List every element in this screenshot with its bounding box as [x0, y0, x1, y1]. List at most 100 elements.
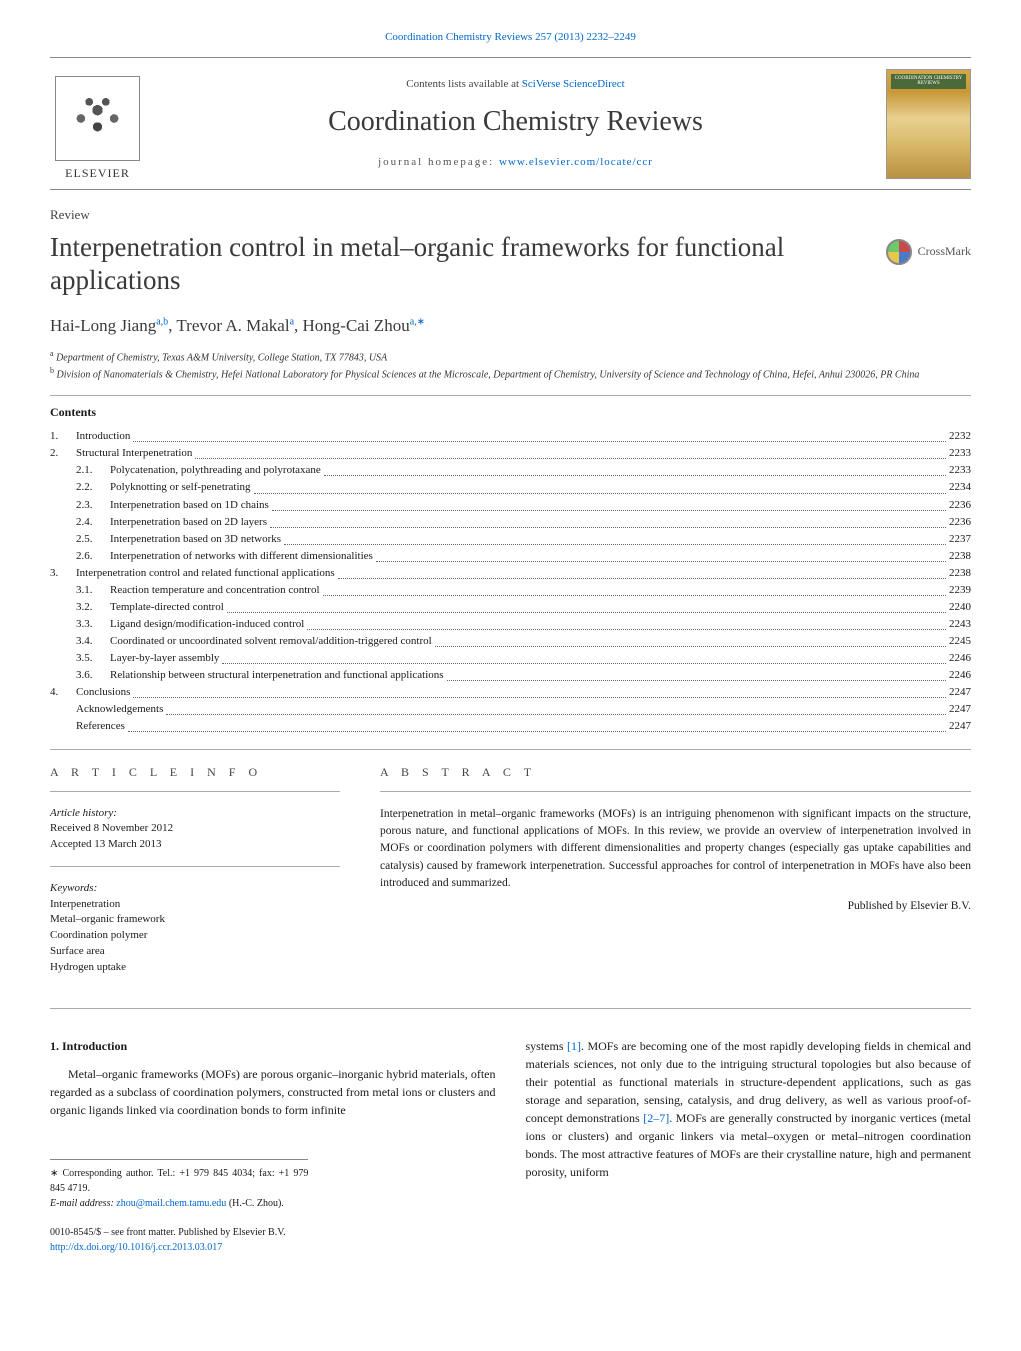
crossmark-badge[interactable]: CrossMark — [886, 239, 971, 265]
corresponding-email-link[interactable]: zhou@mail.chem.tamu.edu — [116, 1198, 226, 1209]
toc-leader-dots — [270, 514, 946, 528]
keyword-item: Surface area — [50, 944, 340, 960]
doi-link[interactable]: http://dx.doi.org/10.1016/j.ccr.2013.03.… — [50, 1242, 222, 1253]
ref-link-2-7[interactable]: [2–7] — [643, 1111, 669, 1125]
journal-homepage-link[interactable]: www.elsevier.com/locate/ccr — [499, 156, 653, 168]
toc-page: 2246 — [949, 667, 971, 684]
keyword-item: Coordination polymer — [50, 928, 340, 944]
toc-page: 2240 — [949, 599, 971, 616]
abstract-text: Interpenetration in metal–organic framew… — [380, 806, 971, 892]
toc-page: 2238 — [949, 548, 971, 565]
toc-leader-dots — [338, 565, 946, 579]
toc-title: Polycatenation, polythreading and polyro… — [110, 462, 321, 479]
toc-number: 3.5. — [76, 650, 110, 667]
toc-entry[interactable]: 2.1.Polycatenation, polythreading and po… — [50, 462, 971, 479]
journal-cover-thumbnail[interactable] — [886, 69, 971, 179]
body-right-1: systems — [526, 1039, 567, 1053]
toc-entry[interactable]: 3.2.Template-directed control2240 — [50, 599, 971, 616]
affiliation-b: Division of Nanomaterials & Chemistry, H… — [57, 370, 920, 381]
toc-page: 2234 — [949, 479, 971, 496]
toc-title: Coordinated or uncoordinated solvent rem… — [110, 633, 432, 650]
citation-link[interactable]: Coordination Chemistry Reviews 257 (2013… — [385, 31, 636, 43]
toc-title: Layer-by-layer assembly — [110, 650, 219, 667]
toc-title: Reaction temperature and concentration c… — [110, 582, 320, 599]
toc-page: 2247 — [949, 684, 971, 701]
abstract-divider — [380, 791, 971, 792]
masthead: ELSEVIER Contents lists available at Sci… — [50, 57, 971, 190]
toc-title: Structural Interpenetration — [76, 445, 192, 462]
toc-entry[interactable]: 2.3.Interpenetration based on 1D chains2… — [50, 497, 971, 514]
toc-number: 3.3. — [76, 616, 110, 633]
toc-entry[interactable]: 4.Conclusions2247 — [50, 684, 971, 701]
keywords-label: Keywords: — [50, 881, 340, 896]
journal-title: Coordination Chemistry Reviews — [145, 102, 886, 141]
toc-page: 2247 — [949, 701, 971, 718]
toc-page: 2233 — [949, 445, 971, 462]
crossmark-label: CrossMark — [918, 243, 971, 260]
article-type-label: Review — [50, 206, 971, 224]
corresponding-star: ∗ — [417, 316, 425, 327]
sciencedirect-link[interactable]: SciVerse ScienceDirect — [522, 78, 625, 90]
toc-number: 3. — [50, 565, 76, 582]
affiliation-a: Department of Chemistry, Texas A&M Unive… — [56, 352, 387, 363]
toc-title: Interpenetration based on 3D networks — [110, 531, 281, 548]
toc-title: References — [76, 718, 125, 735]
toc-entry[interactable]: 3.6.Relationship between structural inte… — [50, 667, 971, 684]
toc-entry[interactable]: 2.Structural Interpenetration2233 — [50, 445, 971, 462]
toc-entry[interactable]: Acknowledgements 2247 — [50, 701, 971, 718]
copyright-block: 0010-8545/$ – see front matter. Publishe… — [50, 1225, 496, 1255]
toc-leader-dots — [227, 599, 946, 613]
homepage-prefix: journal homepage: — [378, 156, 499, 168]
toc-entry[interactable]: 3.4.Coordinated or uncoordinated solvent… — [50, 633, 971, 650]
toc-entry[interactable]: 2.4.Interpenetration based on 2D layers2… — [50, 514, 971, 531]
toc-number: 2.1. — [76, 462, 110, 479]
toc-leader-dots — [166, 701, 946, 715]
publisher-logo[interactable]: ELSEVIER — [50, 66, 145, 181]
toc-page: 2233 — [949, 462, 971, 479]
author-list: Hai-Long Jianga,b, Trevor A. Makala, Hon… — [50, 314, 971, 338]
toc-title: Introduction — [76, 428, 130, 445]
issn-line: 0010-8545/$ – see front matter. Publishe… — [50, 1225, 496, 1240]
keyword-item: Metal–organic framework — [50, 912, 340, 928]
divider-rule — [50, 749, 971, 750]
contents-prefix: Contents lists available at — [406, 78, 521, 90]
keywords-divider — [50, 866, 340, 867]
body-divider — [50, 1008, 971, 1009]
toc-entry[interactable]: 3.3.Ligand design/modification-induced c… — [50, 616, 971, 633]
toc-title: Interpenetration control and related fun… — [76, 565, 335, 582]
toc-number: 2.6. — [76, 548, 110, 565]
toc-leader-dots — [376, 548, 946, 562]
toc-number: 4. — [50, 684, 76, 701]
toc-number: 3.2. — [76, 599, 110, 616]
toc-entry[interactable]: 3.Interpenetration control and related f… — [50, 565, 971, 582]
abstract-heading: A B S T R A C T — [380, 764, 971, 781]
toc-number: 3.1. — [76, 582, 110, 599]
toc-entry[interactable]: 2.6.Interpenetration of networks with di… — [50, 548, 971, 565]
toc-page: 2238 — [949, 565, 971, 582]
toc-entry[interactable]: 3.5.Layer-by-layer assembly2246 — [50, 650, 971, 667]
publisher-line: Published by Elsevier B.V. — [380, 898, 971, 914]
toc-entry[interactable]: 3.1.Reaction temperature and concentrati… — [50, 582, 971, 599]
toc-title: Acknowledgements — [76, 701, 163, 718]
toc-entry[interactable]: References2247 — [50, 718, 971, 735]
toc-number: 3.6. — [76, 667, 110, 684]
footnote-star: ∗ — [50, 1168, 58, 1179]
toc-title: Interpenetration based on 2D layers — [110, 514, 267, 531]
toc-leader-dots — [272, 497, 946, 511]
toc-entry[interactable]: 2.2.Polyknotting or self-penetrating2234 — [50, 479, 971, 496]
ref-link-1[interactable]: [1] — [567, 1039, 581, 1053]
email-suffix: (H.-C. Zhou). — [226, 1198, 284, 1209]
history-received: Received 8 November 2012 — [50, 821, 340, 836]
history-label: Article history: — [50, 806, 340, 821]
toc-title: Interpenetration of networks with differ… — [110, 548, 373, 565]
toc-entry[interactable]: 1.Introduction2232 — [50, 428, 971, 445]
author-3-affil: a, — [410, 316, 417, 327]
toc-entry[interactable]: 2.5.Interpenetration based on 3D network… — [50, 531, 971, 548]
keyword-item: Hydrogen uptake — [50, 960, 340, 976]
toc-title: Relationship between structural interpen… — [110, 667, 444, 684]
toc-leader-dots — [324, 462, 946, 476]
toc-page: 2232 — [949, 428, 971, 445]
author-1: Hai-Long Jiang — [50, 316, 156, 335]
author-1-affil: a,b — [156, 316, 168, 327]
toc-leader-dots — [128, 718, 946, 732]
